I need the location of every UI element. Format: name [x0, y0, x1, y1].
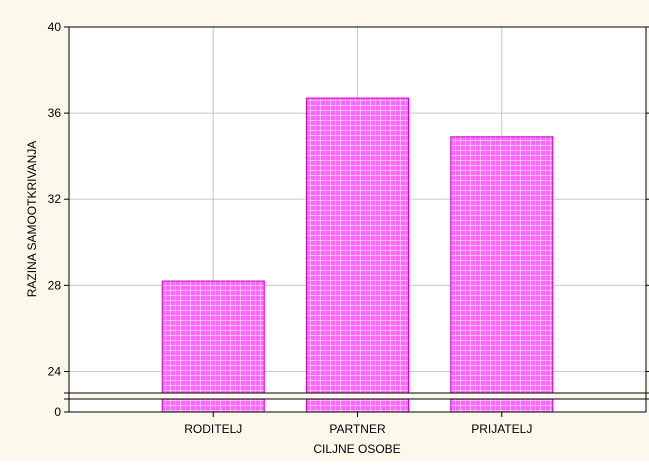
bar-partner	[306, 97, 409, 413]
bar-prijatelj	[450, 136, 554, 413]
x-axis-ticks: RODITELJ PARTNER PRIJATELJ	[184, 412, 532, 436]
x-tick-label: RODITELJ	[184, 422, 242, 436]
x-axis-label: CILJNE OSOBE	[313, 442, 400, 456]
axis-break-band	[64, 393, 649, 399]
y-tick-label: 28	[48, 278, 62, 292]
x-tick-label: PARTNER	[329, 422, 386, 436]
y-axis-ticks: 24 28 32 36 40 0	[48, 20, 649, 419]
y-tick-label: 32	[48, 192, 62, 206]
y-tick-label: 0	[54, 405, 61, 419]
y-tick-label: 24	[48, 364, 62, 378]
y-axis-label: RAZINA SAMOOTKRIVANJA	[25, 141, 39, 297]
bar-roditelj	[161, 280, 265, 413]
y-tick-label: 40	[48, 20, 62, 34]
x-tick-label: PRIJATELJ	[471, 422, 532, 436]
bars	[161, 97, 554, 413]
axis-break	[64, 392, 649, 400]
y-tick-label: 36	[48, 106, 62, 120]
